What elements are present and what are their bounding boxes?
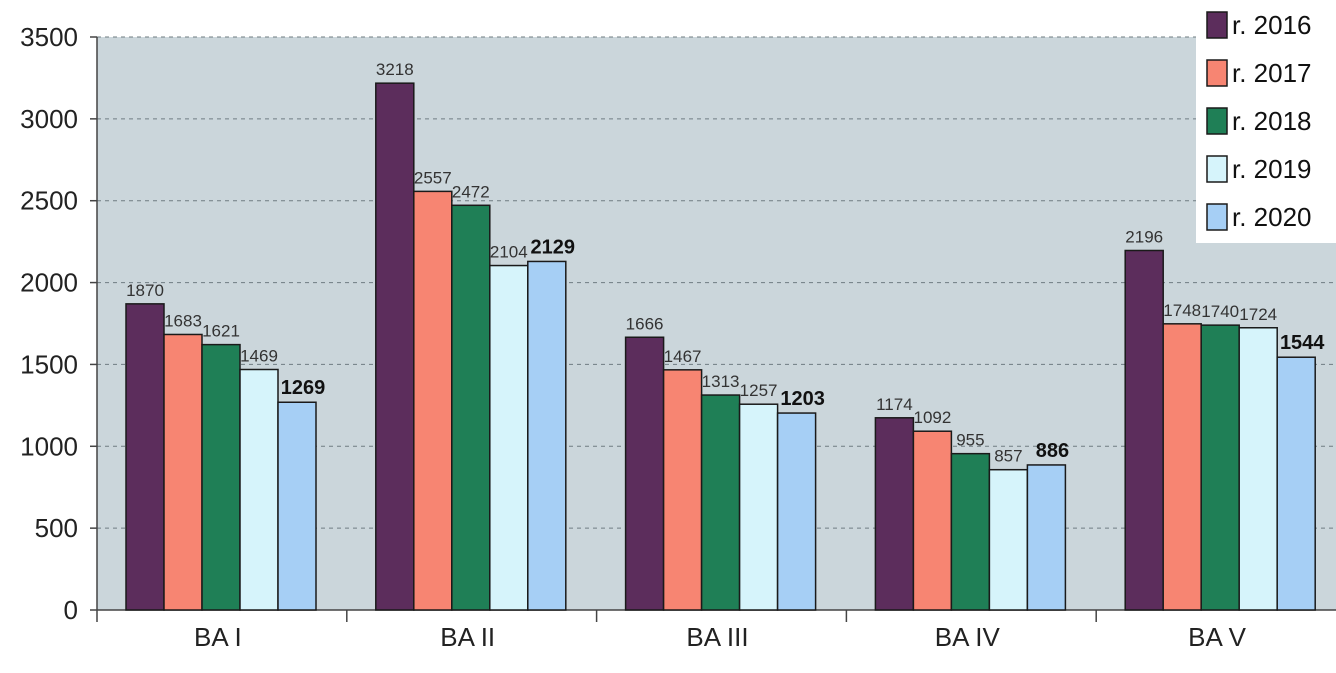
legend-swatch [1206,11,1228,39]
bar [1026,464,1067,611]
bars [125,82,1316,611]
data-label: 2196 [1125,227,1163,246]
x-category-label: BA II [440,622,495,652]
data-label: 886 [1036,440,1069,462]
x-category-label: BA V [1188,622,1246,652]
y-tick-label: 500 [35,513,78,543]
y-tick-label: 2000 [20,268,78,298]
bar [912,430,953,611]
data-label: 1203 [780,388,825,410]
bar [527,260,567,611]
y-tick-label: 0 [64,595,78,625]
legend-swatch [1206,155,1228,183]
legend-label: r. 2016 [1232,10,1312,40]
bar [776,412,817,611]
data-label: 1748 [1163,301,1201,320]
legend-swatch [1206,107,1228,135]
bar [950,452,991,611]
data-label: 1621 [202,322,240,341]
data-label: 857 [994,447,1022,466]
data-label: 2129 [531,236,576,258]
data-label: 1683 [164,311,202,330]
x-category-label: BA IV [935,622,1001,652]
y-tick-label: 1500 [20,349,78,379]
bar [277,401,317,611]
y-tick-label: 1000 [20,431,78,461]
x-category-label: BA I [194,622,242,652]
bar [1200,324,1240,611]
legend-label: r. 2017 [1232,58,1312,88]
data-label: 3218 [376,60,414,79]
data-label: 1740 [1201,302,1239,321]
data-label: 1870 [126,281,164,300]
data-label: 1469 [240,347,278,366]
data-label: 1467 [664,347,702,366]
bar [413,190,453,611]
data-label: 1544 [1280,332,1325,354]
bar [1276,356,1316,611]
data-label: 1313 [702,372,740,391]
legend-label: r. 2018 [1232,106,1312,136]
bar [662,369,703,611]
bar [201,343,241,611]
bar [738,403,779,611]
y-axis-ticks: 0 500 1000 1500 2000 2500 3000 3500 [20,22,97,625]
y-tick-label: 3500 [20,22,78,52]
data-label: 1257 [740,381,778,400]
data-label: 2472 [452,182,490,201]
legend-label: r. 2019 [1232,154,1312,184]
x-axis-categories: BA I BA II BA III BA IV BA V [194,622,1247,652]
bar [1162,323,1202,611]
bar [624,336,665,611]
data-label: 955 [956,431,984,450]
legend: r. 2016 r. 2017 r. 2018 r. 2019 r. 2020 [1196,3,1336,243]
legend-swatch [1206,203,1228,231]
bar [125,303,165,611]
y-tick-label: 2500 [20,186,78,216]
legend-swatch [1206,59,1228,87]
bar [451,204,491,611]
bar [375,82,415,611]
data-label: 2104 [490,243,528,262]
data-label: 1666 [626,314,664,333]
data-label: 1092 [913,408,951,427]
bar [1238,327,1278,611]
y-tick-label: 3000 [20,104,78,134]
bar [700,394,741,611]
data-label: 1174 [876,395,913,414]
data-label: 1724 [1239,305,1277,324]
legend-label: r. 2020 [1232,202,1312,232]
data-label: 2557 [414,168,452,187]
bar [874,417,915,611]
x-category-label: BA III [686,622,748,652]
data-label: 1269 [281,377,326,399]
bar [163,333,203,611]
bar [239,368,279,611]
bar [1124,249,1164,611]
bar [489,264,529,611]
bar [988,468,1029,611]
